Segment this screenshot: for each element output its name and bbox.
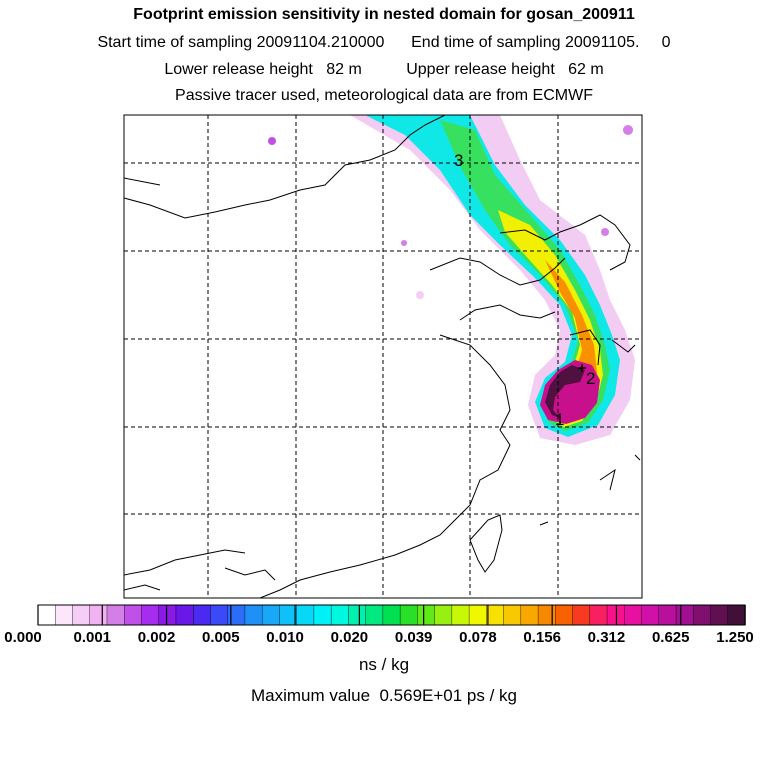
colorbar-swatch <box>296 604 315 626</box>
colorbar-swatch <box>158 604 177 626</box>
tracer-info: Passive tracer used, meteorological data… <box>175 87 593 104</box>
colorbar-swatch <box>124 604 143 626</box>
colorbar-swatch <box>141 604 160 626</box>
plume-green <box>440 120 610 431</box>
colorbar-swatch <box>399 604 419 626</box>
colorbar-swatch <box>520 604 539 626</box>
colorbar-swatch <box>727 604 746 626</box>
colorbar-swatch <box>313 604 332 626</box>
plume-max <box>545 365 585 418</box>
plume-speck <box>401 240 407 246</box>
plume-layer <box>124 115 641 598</box>
colorbar-swatch <box>451 604 470 626</box>
colorbar-tick-label: 0.156 <box>523 629 561 646</box>
coastlines <box>124 115 641 598</box>
colorbar-tick-label: 0.020 <box>330 629 369 646</box>
colorbar-swatch <box>675 604 694 626</box>
colorbar-swatch <box>37 604 56 626</box>
colorbar-swatch <box>468 604 488 626</box>
colorbar-swatch <box>624 604 643 626</box>
colorbar-tick-label: 0.039 <box>394 629 433 646</box>
colorbar-swatch <box>348 604 367 626</box>
colorbar-swatch <box>641 604 660 626</box>
graticule <box>124 115 642 598</box>
colorbar-swatch <box>55 604 74 626</box>
colorbar-tick-label: 0.005 <box>202 629 240 646</box>
colorbar-swatch <box>417 604 436 626</box>
sampling-times: Start time of sampling 20091104.210000 E… <box>97 34 671 51</box>
colorbar-swatch <box>658 604 677 626</box>
colorbar-swatch <box>589 604 608 626</box>
colorbar-swatch <box>261 604 281 626</box>
colorbar-tick-label: 1.250 <box>716 629 754 646</box>
colorbar-swatch <box>365 604 384 626</box>
release-heights: Lower release height 82 m Upper release … <box>164 61 604 78</box>
plume-speck <box>416 291 424 299</box>
colorbar-swatch <box>244 604 263 626</box>
colorbar-swatch <box>486 604 505 626</box>
colorbar-swatch <box>382 604 401 626</box>
colorbar-tick-label: 0.000 <box>4 629 42 646</box>
colorbar-swatch <box>175 604 194 626</box>
chart-title: Footprint emission sensitivity in nested… <box>133 6 635 23</box>
colorbar-swatch <box>89 604 108 626</box>
colorbar-swatch <box>555 604 574 626</box>
colorbar-swatch <box>192 604 212 626</box>
colorbar <box>37 604 746 626</box>
colorbar-tick-label: 0.078 <box>459 629 497 646</box>
colorbar-swatch <box>210 604 229 626</box>
colorbar-swatch <box>693 604 712 626</box>
colorbar-unit: ns / kg <box>358 655 410 674</box>
point-label-2: 2 <box>586 369 595 388</box>
colorbar-swatch <box>572 604 591 626</box>
maximum-value: Maximum value 0.569E+01 ps / kg <box>251 686 517 705</box>
colorbar-swatch <box>710 604 729 626</box>
colorbar-tick-label: 0.010 <box>266 629 304 646</box>
plume-speck <box>623 125 633 135</box>
colorbar-tick-label: 0.001 <box>73 629 112 646</box>
point-label-3: 3 <box>454 151 463 170</box>
plume-speck <box>268 137 276 145</box>
colorbar-swatch <box>537 604 557 626</box>
plume-speck <box>601 228 609 236</box>
plume-outer <box>350 115 635 445</box>
colorbar-tick-label: 0.002 <box>137 629 176 646</box>
colorbar-swatch <box>330 604 350 626</box>
point-label-1: 1 <box>555 410 564 429</box>
colorbar-tick-label: 0.625 <box>651 629 690 646</box>
colorbar-swatch <box>434 604 453 626</box>
map-frame <box>123 114 643 599</box>
colorbar-swatch <box>106 604 125 626</box>
release-point-marker <box>578 364 586 372</box>
colorbar-swatch <box>72 604 91 626</box>
colorbar-tick-label: 0.312 <box>587 629 626 646</box>
plume-core <box>540 360 600 424</box>
colorbar-swatch <box>503 604 522 626</box>
colorbar-major-ticks <box>37 605 746 625</box>
